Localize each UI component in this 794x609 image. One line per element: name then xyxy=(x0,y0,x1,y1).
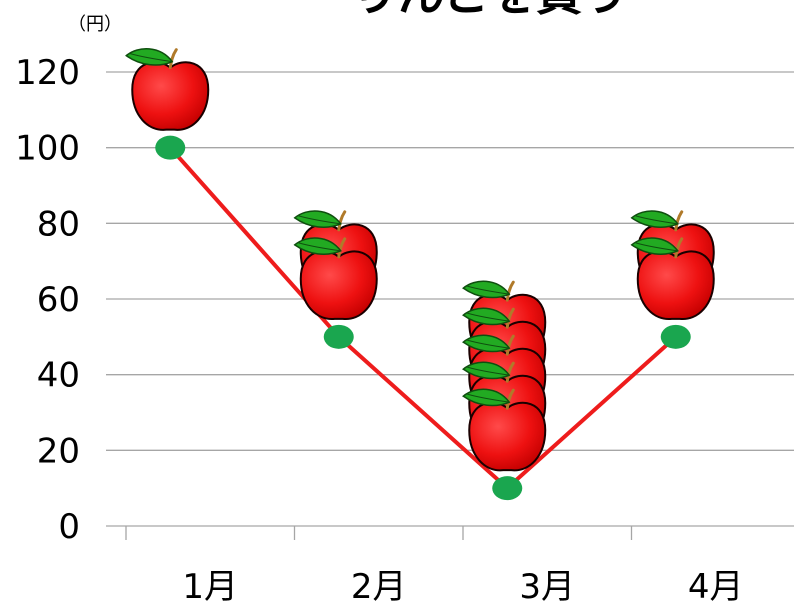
apple-leaf xyxy=(293,237,342,255)
apple-stem xyxy=(505,334,515,356)
y-tick-label-20: 20 xyxy=(37,431,80,471)
series-line xyxy=(168,146,678,491)
apple-stem xyxy=(168,48,178,70)
apple-body xyxy=(299,250,378,320)
apple-leaf-vein xyxy=(635,215,678,225)
apple-stem xyxy=(505,280,515,302)
apple-leaf-vein xyxy=(467,285,510,295)
apple-leaf-vein xyxy=(298,215,341,225)
x-axis xyxy=(106,525,794,540)
apple-leaf xyxy=(630,237,679,255)
y-tick-label-100: 100 xyxy=(15,129,80,169)
data-point-4月 xyxy=(660,324,691,349)
y-tick-label-120: 120 xyxy=(15,53,80,93)
apple-stem xyxy=(337,210,347,232)
apple-leaf xyxy=(462,388,511,407)
apple-leaf xyxy=(630,210,679,228)
apple-leaf-vein xyxy=(635,242,678,252)
chart-title: りんごを買う xyxy=(352,0,628,21)
apple-leaf xyxy=(462,361,511,380)
apple-stem xyxy=(505,307,515,329)
apple-leaf xyxy=(462,307,511,326)
apple-stem xyxy=(674,237,684,259)
x-tick-label-2: 2月 xyxy=(351,567,407,607)
data-point-3月 xyxy=(492,476,523,501)
apple-leaf-vein xyxy=(467,312,510,322)
apple-leaf-vein xyxy=(130,53,173,63)
y-tick-label-80: 80 xyxy=(37,204,80,244)
apple-stem xyxy=(505,361,515,383)
x-tick-label-3: 3月 xyxy=(519,567,575,607)
x-tick-label-4: 4月 xyxy=(688,567,744,607)
apple-leaf-vein xyxy=(298,242,341,252)
apple-leaf xyxy=(462,280,511,299)
apple-leaf-vein xyxy=(467,339,510,349)
data-point-2月 xyxy=(323,324,354,349)
apple-stem xyxy=(337,237,347,259)
apple-icon xyxy=(125,48,210,131)
y-tick-label-0: 0 xyxy=(58,507,80,547)
apple-icon xyxy=(630,237,715,320)
y-tick-label-60: 60 xyxy=(37,280,80,320)
apple-pictograms xyxy=(125,48,715,472)
apple-leaf-vein xyxy=(467,393,510,403)
apple-leaf-vein xyxy=(467,366,510,376)
apple-body xyxy=(131,61,210,131)
gridlines xyxy=(106,71,794,451)
y-axis-tick-labels: 0 20 40 60 80 100 120 xyxy=(15,53,80,547)
apple-leaf xyxy=(125,48,174,66)
apple-icon xyxy=(462,388,547,472)
apple-leaf xyxy=(462,334,511,353)
data-point-1月 xyxy=(155,135,186,160)
apple-leaf xyxy=(293,210,342,228)
x-axis-tick-labels: 1月 2月 3月 4月 xyxy=(182,567,743,607)
y-axis-unit: （円） xyxy=(68,14,122,35)
apple-icon xyxy=(293,237,378,320)
apple-body xyxy=(636,250,715,320)
y-tick-label-40: 40 xyxy=(37,356,80,396)
apple-stem xyxy=(505,388,515,410)
apple-body xyxy=(468,401,547,472)
price-series xyxy=(155,135,691,501)
x-tick-label-1: 1月 xyxy=(182,567,238,607)
apple-stem xyxy=(674,210,684,232)
